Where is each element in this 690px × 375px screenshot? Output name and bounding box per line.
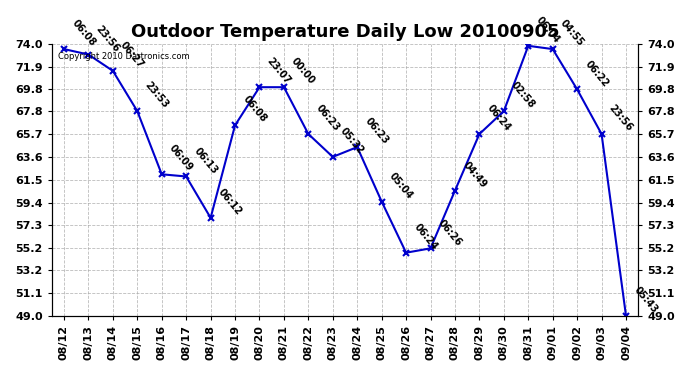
Title: Outdoor Temperature Daily Low 20100905: Outdoor Temperature Daily Low 20100905 [130, 23, 560, 41]
Text: 23:56: 23:56 [607, 103, 635, 133]
Text: 00:00: 00:00 [290, 56, 317, 86]
Text: 06:26: 06:26 [436, 217, 464, 248]
Text: 06:27: 06:27 [119, 40, 146, 70]
Text: 06:13: 06:13 [192, 146, 219, 176]
Text: 05:43: 05:43 [631, 285, 659, 315]
Text: 06:24: 06:24 [412, 222, 440, 252]
Text: 04:49: 04:49 [460, 160, 488, 190]
Text: 06:24: 06:24 [485, 103, 513, 133]
Text: 06:23: 06:23 [363, 116, 391, 146]
Text: 05:32: 05:32 [338, 126, 366, 156]
Text: 23:53: 23:53 [143, 80, 170, 110]
Text: 06:08: 06:08 [70, 18, 97, 48]
Text: 06:12: 06:12 [216, 187, 244, 217]
Text: 23:56: 23:56 [94, 24, 121, 54]
Text: 06:04: 06:04 [534, 15, 562, 45]
Text: Copyright 2010 Dartronics.com: Copyright 2010 Dartronics.com [58, 52, 189, 61]
Text: 06:09: 06:09 [167, 143, 195, 174]
Text: 05:04: 05:04 [387, 171, 415, 201]
Text: 06:23: 06:23 [314, 103, 342, 133]
Text: 23:07: 23:07 [265, 56, 293, 86]
Text: 06:08: 06:08 [241, 94, 268, 124]
Text: 02:58: 02:58 [509, 80, 537, 110]
Text: 04:55: 04:55 [558, 18, 586, 48]
Text: 06:22: 06:22 [582, 58, 610, 88]
